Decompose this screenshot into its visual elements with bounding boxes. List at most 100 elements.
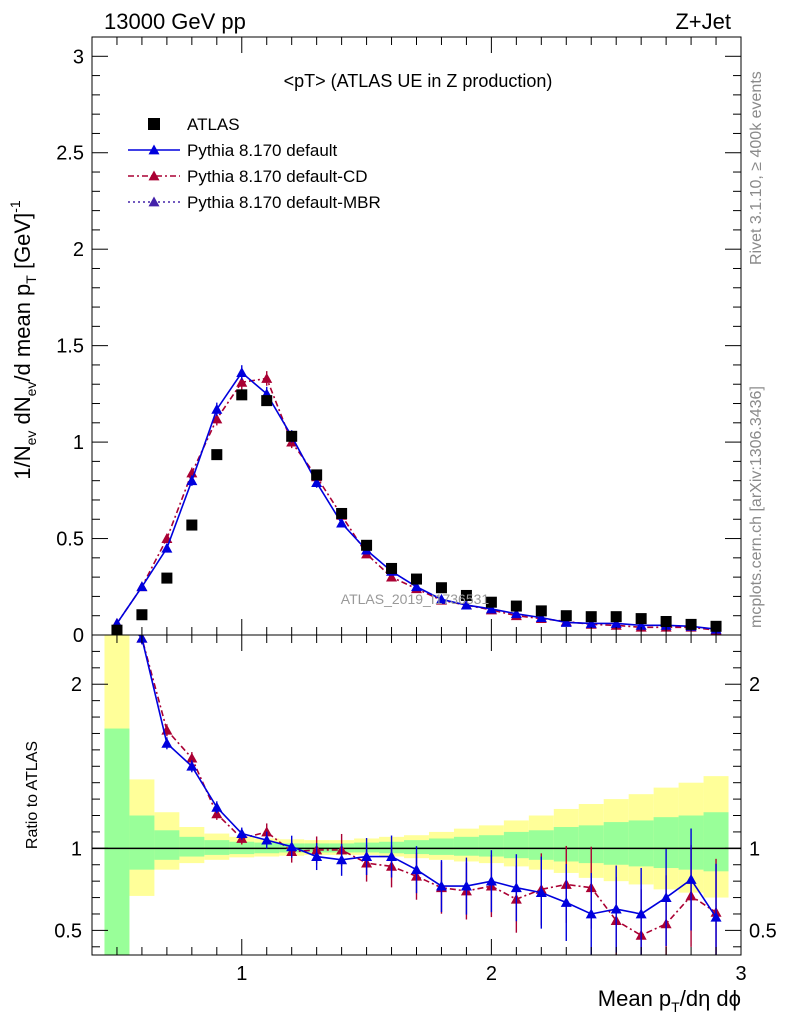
ratio-default-point	[111, 605, 122, 615]
legend-label: Pythia 8.170 default	[187, 141, 338, 160]
ratio-default-point	[286, 841, 298, 852]
ratio-default-point	[361, 851, 373, 861]
atlas-point	[635, 613, 647, 625]
atlas-point	[286, 430, 298, 442]
series-default-cd-point	[386, 571, 398, 582]
atlas-point	[685, 618, 697, 630]
atlas-point	[336, 507, 348, 519]
atlas-point	[386, 562, 398, 574]
ratio-band-green	[179, 836, 205, 857]
ratio-default-point	[610, 903, 622, 914]
series-default-cd-point	[261, 372, 273, 383]
plot-title: <pT> (ATLAS UE in Z production)	[284, 71, 553, 91]
main-panel: 0 0.5 1 1.5 2 2.5 3 <pT> (ATLAS UE in Z produc…	[56, 36, 742, 647]
series-default-point	[510, 608, 522, 619]
main-y-tick-label: 0.5	[56, 529, 84, 551]
ratio-band-green	[453, 836, 479, 856]
ratio-band-green	[478, 835, 504, 857]
legend-entry: Pythia 8.170 default-CD	[128, 167, 368, 186]
ratio-y-axis-label: Ratio to ATLAS	[24, 741, 41, 849]
ratio-default-point	[186, 760, 198, 771]
legend-atlas-marker	[148, 118, 160, 130]
x-tick-label: 1	[236, 963, 247, 985]
header-energy-label: 13000 GeV pp	[104, 9, 246, 34]
ratio-default-point	[510, 882, 522, 893]
atlas-point	[610, 611, 622, 623]
ratio-band-green	[503, 831, 529, 859]
atlas-point	[510, 600, 522, 612]
series-default-point	[485, 603, 497, 614]
series-default-point	[411, 581, 422, 592]
series-default-point	[560, 616, 572, 627]
ratio-band-green	[428, 838, 454, 855]
atlas-point	[311, 469, 323, 481]
series-default-point	[610, 617, 622, 628]
main-y-tick-label: 0	[73, 625, 84, 647]
ratio-default-point	[411, 864, 422, 875]
ratio-ticks: 1 2 30.5 0.51 12 2	[54, 635, 777, 985]
ratio-y-tick-label: 2	[71, 674, 82, 696]
ratio-default-point	[435, 880, 447, 891]
atlas-point	[211, 449, 223, 461]
legend-marker	[148, 144, 160, 155]
ratio-default-point	[386, 851, 398, 861]
ratio-default-point	[560, 896, 572, 907]
series-default-point	[311, 477, 323, 488]
atlas-point	[411, 573, 422, 585]
header-process-label: Z+Jet	[675, 9, 731, 34]
x-tick-label: 2	[486, 963, 497, 985]
series-default-point	[236, 367, 248, 378]
atlas-point	[710, 620, 722, 632]
analysis-watermark: ATLAS_2019_I1736531	[341, 591, 490, 607]
legend-entry: Pythia 8.170 default	[128, 141, 338, 160]
ratio-default-point	[485, 875, 497, 886]
atlas-point	[485, 596, 497, 608]
ratio-y-tick-label-right: 2	[749, 674, 760, 696]
series-default-point	[535, 612, 547, 623]
ratio-default-point	[660, 892, 672, 902]
ratio-default-point	[261, 834, 273, 845]
x-tick-label: 3	[735, 963, 746, 985]
ratio-default-point	[460, 880, 472, 891]
atlas-point	[136, 609, 148, 621]
legend-marker	[148, 196, 160, 207]
ratio-band-green	[603, 822, 629, 865]
ratio-default-point	[161, 737, 173, 748]
legend-entry: Pythia 8.170 default-MBR	[128, 193, 381, 212]
legend-entry: ATLAS	[148, 115, 240, 134]
mcplots-label: mcplots.cern.ch [arXiv:1306.3436]	[748, 386, 765, 628]
main-ticks: 0 0.5 1 1.5 2 2.5 3	[56, 36, 742, 647]
series-default-point	[186, 475, 198, 486]
atlas-point	[261, 395, 273, 407]
atlas-point	[660, 615, 672, 627]
atlas-point	[585, 611, 597, 623]
main-y-tick-label: 2	[73, 239, 84, 261]
legend: ATLAS Pythia 8.170 default Pythia 8.170 de…	[128, 115, 381, 212]
series-default-cd-point	[236, 376, 248, 387]
ratio-default-point	[336, 854, 348, 865]
series-default-point	[136, 581, 148, 592]
ratio-default-cd-point	[261, 826, 273, 837]
series-default-cd-point	[211, 413, 223, 424]
atlas-point	[186, 519, 198, 531]
atlas-point	[460, 589, 472, 601]
main-y-tick-label: 3	[73, 46, 84, 68]
ratio-default-point	[211, 801, 223, 812]
atlas-point	[535, 605, 547, 617]
ratio-band-green	[154, 830, 180, 860]
ratio-y-tick-label-right: 1	[749, 838, 760, 860]
ratio-default-point	[635, 908, 647, 919]
ratio-y-tick-label: 0.5	[54, 920, 82, 942]
ratio-y-tick-label-right: 0.5	[749, 920, 777, 942]
atlas-point	[435, 582, 447, 594]
series-default-point	[336, 517, 348, 528]
x-axis-label: Mean pT/dη dϕ	[598, 986, 741, 1015]
ratio-default-cd-point	[211, 808, 223, 819]
ratio-band-green	[104, 728, 130, 955]
atlas-point	[560, 610, 572, 622]
legend-marker	[148, 170, 160, 181]
ratio-default-point	[710, 911, 722, 922]
rivet-version-label: Rivet 3.1.10, ≥ 400k events	[748, 71, 765, 265]
series-default-point	[161, 542, 173, 553]
